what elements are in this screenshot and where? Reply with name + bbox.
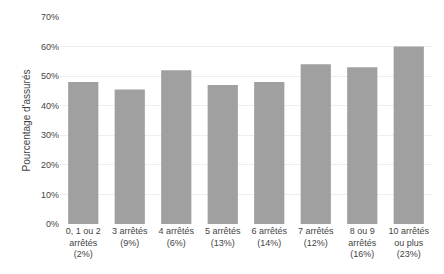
svg-text:0, 1 ou 2arrêtés(2%): 0, 1 ou 2arrêtés(2%) (66, 226, 101, 259)
svg-text:30%: 30% (41, 130, 59, 140)
svg-text:0%: 0% (46, 219, 59, 229)
svg-text:10%: 10% (41, 190, 59, 200)
svg-text:40%: 40% (41, 101, 59, 111)
svg-text:20%: 20% (41, 160, 59, 170)
svg-text:70%: 70% (41, 12, 59, 22)
svg-text:50%: 50% (41, 71, 59, 81)
svg-text:60%: 60% (41, 42, 59, 52)
svg-text:5 arrêtés(13%): 5 arrêtés(13%) (205, 226, 241, 248)
svg-text:7 arrêtés(12%): 7 arrêtés(12%) (298, 226, 334, 248)
svg-text:4 arrêtés(6%): 4 arrêtés(6%) (158, 226, 194, 248)
svg-text:3 arrêtés(9%): 3 arrêtés(9%) (112, 226, 148, 248)
svg-text:6 arrêtés(14%): 6 arrêtés(14%) (251, 226, 287, 248)
svg-text:10 arrêtésou plus(23%): 10 arrêtésou plus(23%) (388, 226, 429, 259)
svg-text:Pourcentage d'assurés: Pourcentage d'assurés (21, 70, 32, 172)
svg-text:8 ou 9arrêtés(16%): 8 ou 9arrêtés(16%) (348, 226, 377, 259)
